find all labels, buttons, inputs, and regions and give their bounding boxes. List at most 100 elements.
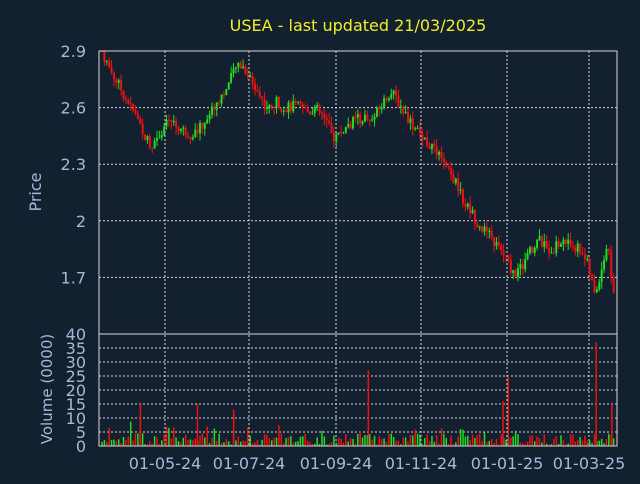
candle-body <box>442 158 445 163</box>
volume-bar <box>423 438 426 446</box>
candle-body <box>583 254 586 259</box>
volume-bar <box>421 444 424 446</box>
candle-body <box>450 167 453 175</box>
volume-bar <box>115 440 118 446</box>
volume-bar <box>488 440 491 446</box>
volume-bar <box>294 441 297 446</box>
volume-bar <box>254 442 256 446</box>
candle-body <box>361 121 364 124</box>
volume-bar <box>538 438 541 446</box>
volume-bar <box>517 434 519 446</box>
volume-bar <box>565 444 567 446</box>
volume-bar <box>170 438 173 446</box>
candle-body <box>447 166 450 168</box>
volume-bar <box>287 437 290 446</box>
volume-tick-label: 35 <box>66 339 86 358</box>
candle-body <box>129 103 132 105</box>
volume-bar <box>345 434 347 446</box>
candle-body <box>552 252 555 254</box>
candle-body <box>490 230 493 238</box>
volume-bar <box>127 436 130 446</box>
volume-bar <box>536 436 538 446</box>
candle-body <box>586 258 589 260</box>
candle-body <box>294 101 297 103</box>
candle-body <box>344 126 347 133</box>
volume-bar <box>395 440 397 446</box>
volume-spike <box>507 376 509 446</box>
volume-bar <box>216 440 218 446</box>
candle-body <box>308 111 311 114</box>
volume-bar <box>407 441 409 446</box>
volume-bar <box>342 442 345 446</box>
volume-bar <box>316 437 318 446</box>
candle-body <box>531 247 534 254</box>
volume-bar <box>447 443 450 446</box>
candle-body <box>560 243 563 247</box>
volume-bar <box>555 436 557 446</box>
candle-body <box>435 146 438 155</box>
candle-body <box>146 136 149 140</box>
candle-body <box>536 239 539 248</box>
volume-bar <box>321 430 323 446</box>
volume-bar <box>177 441 180 446</box>
volume-bar <box>364 435 366 446</box>
candle-body <box>356 114 359 118</box>
candle-body <box>182 127 185 129</box>
candle-body <box>464 203 467 207</box>
price-tick-label: 2.6 <box>61 99 86 118</box>
volume-bar <box>239 441 242 446</box>
volume-bar <box>593 433 596 446</box>
candle-body <box>261 96 264 100</box>
volume-bar <box>541 442 543 446</box>
volume-bar <box>378 436 381 446</box>
candle-body <box>297 101 300 103</box>
candle-body <box>175 120 178 128</box>
candle-body <box>256 90 259 92</box>
volume-tick-label: 30 <box>66 353 86 372</box>
candle-body <box>588 258 591 275</box>
candle-body <box>387 98 390 101</box>
candle-body <box>189 137 192 140</box>
candle-body <box>237 63 240 68</box>
volume-bar <box>608 433 610 446</box>
candle-body <box>550 252 553 254</box>
plot-frames <box>98 50 618 447</box>
candle-body <box>242 66 245 69</box>
candle-body <box>340 132 343 134</box>
candle-body <box>485 226 488 232</box>
volume-bar <box>435 435 438 446</box>
candle-body <box>246 73 249 77</box>
candle-body <box>598 281 601 290</box>
volume-bar <box>161 440 163 446</box>
candle-body <box>595 289 598 293</box>
volume-bar <box>388 433 390 446</box>
candle-body <box>220 94 223 104</box>
volume-bar <box>137 433 139 446</box>
candle-body <box>191 137 194 140</box>
volume-bar <box>376 444 378 446</box>
candle-body <box>528 247 531 254</box>
candle-body <box>352 117 355 129</box>
candle-body <box>555 241 558 254</box>
candle-body <box>481 226 484 232</box>
price-tick-label: 2.9 <box>61 42 86 61</box>
volume-bar <box>106 441 108 446</box>
volume-bar <box>306 440 309 446</box>
volume-axis-label: Volume (0000) <box>38 334 56 444</box>
volume-bar <box>275 437 278 446</box>
candle-body <box>304 107 307 109</box>
candle-body <box>263 99 266 109</box>
volume-bar <box>412 435 414 446</box>
volume-bar <box>153 436 156 446</box>
candle-body <box>538 236 541 240</box>
candle-body <box>368 119 371 121</box>
volume-bar <box>529 435 531 446</box>
candle-body <box>404 112 407 114</box>
volume-bar <box>474 437 476 446</box>
candle-body <box>469 203 472 214</box>
candle-body <box>507 256 510 260</box>
candle-body <box>500 244 503 251</box>
candle-body <box>524 259 527 270</box>
candle-body <box>136 113 139 119</box>
candle-body <box>440 152 443 159</box>
